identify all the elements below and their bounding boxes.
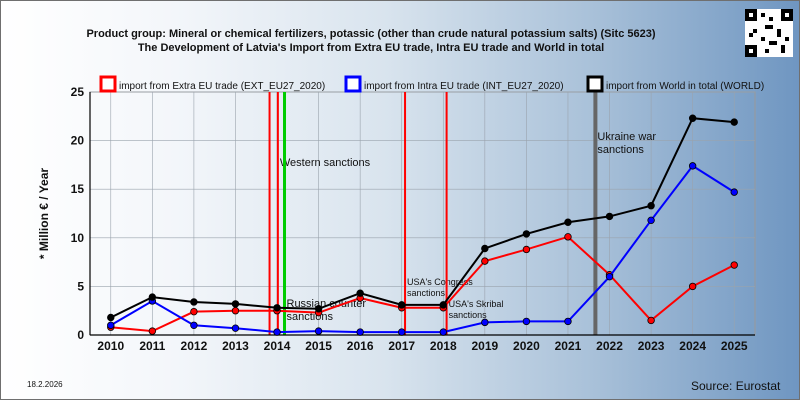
data-point [605,212,614,221]
data-point [439,301,447,309]
event-label: sanctions [407,288,446,298]
data-point [647,202,655,210]
data-point [148,327,157,335]
x-tick-label: 2015 [305,339,332,353]
legend-swatch [99,75,117,93]
x-tick-label: 2025 [721,339,748,353]
data-point [439,328,447,336]
y-tick-label: 15 [71,182,85,196]
x-tick-label: 2021 [555,339,582,353]
source-label: Source: Eurostat [691,379,781,393]
data-point [356,328,364,336]
data-point [107,321,115,329]
y-axis-label: * Million € / Year [37,168,51,259]
y-tick-label: 0 [77,328,84,342]
data-point [107,313,115,322]
event-label: sanctions [449,310,488,320]
data-point [481,318,489,327]
data-point [314,305,323,313]
data-point [522,230,531,238]
data-point [190,298,198,306]
x-tick-label: 2024 [679,339,706,353]
data-point [730,261,738,269]
data-point [564,233,572,241]
x-tick-label: 2016 [347,339,374,353]
data-point [605,272,614,281]
x-tick-label: 2023 [638,339,665,353]
x-tick-label: 2013 [222,339,249,353]
x-tick-label: 2010 [97,339,124,353]
event-label: USA's Congress [407,277,473,287]
data-point [314,327,323,335]
x-tick-label: 2018 [430,339,457,353]
series-line [110,117,735,319]
x-tick-label: 2014 [264,339,291,353]
event-label: sanctions [597,144,644,156]
legend-label: import from Extra EU trade (EXT_EU27_202… [119,81,325,92]
event-label: USA's Skribal [449,299,504,309]
data-point [730,188,738,196]
data-point [481,244,489,253]
data-point [688,114,697,122]
data-point [481,257,489,265]
x-tick-label: 2012 [181,339,208,353]
data-point [398,301,406,309]
data-point [273,304,281,312]
legend-swatch [344,75,362,93]
data-point [273,328,281,336]
x-tick-label: 2019 [471,339,498,353]
y-tick-label: 5 [77,279,84,293]
data-point [647,316,655,325]
data-point [564,218,572,226]
data-point [688,282,697,291]
data-point [730,118,738,126]
event-label: Ukraine war [597,131,656,143]
data-point [231,300,240,308]
y-tick-label: 25 [71,85,85,99]
data-point [398,328,406,336]
data-point [190,321,198,329]
data-point [522,317,531,326]
data-point [522,245,531,254]
data-point [190,307,198,316]
data-point [148,293,157,301]
data-point [688,162,697,170]
x-tick-label: 2017 [388,339,415,353]
event-label: Western sanctions [280,157,371,169]
chart-title-line1: Product group: Mineral or chemical ferti… [86,28,656,40]
y-tick-label: 20 [71,134,85,148]
x-tick-label: 2022 [596,339,623,353]
event-label: Russian counter [287,298,367,310]
x-tick-label: 2011 [139,339,165,353]
date-label: 18.2.2026 [27,380,63,389]
legend-label: import from Intra EU trade (INT_EU27_202… [364,81,564,92]
legend-label: import from World in total (WORLD) [606,81,764,92]
qr-code-icon [745,9,793,57]
legend-swatch [586,75,604,93]
y-tick-label: 10 [71,231,85,245]
data-point [231,324,240,332]
series-line [110,235,735,333]
chart-title-line2: The Development of Latvia's Import from … [137,42,605,54]
data-point [231,307,240,315]
data-point [356,289,364,297]
series-line [110,164,735,334]
data-point [564,317,572,326]
x-tick-label: 2020 [513,339,540,353]
data-point [647,216,655,225]
